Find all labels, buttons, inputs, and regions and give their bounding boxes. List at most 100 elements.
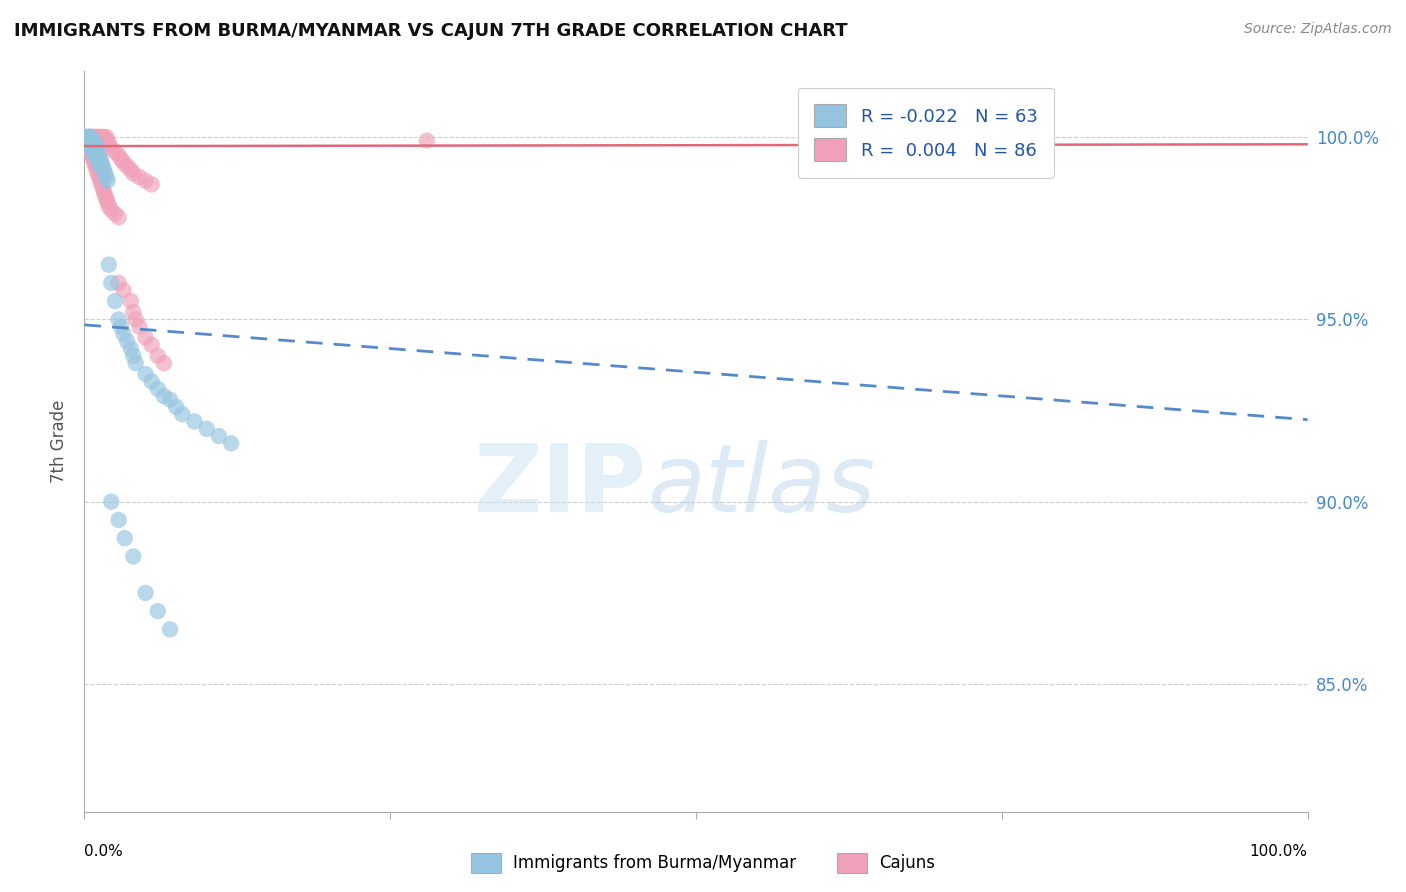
Point (153, 389, 176, 403)
Point (77, 130, 100, 145)
Point (77, 134, 100, 148)
Point (183, 415, 205, 429)
Point (91, 159, 114, 173)
Point (165, 400, 187, 414)
Point (97, 199, 120, 213)
Point (86, 148, 108, 162)
Point (76, 134, 98, 148)
Point (87, 130, 110, 145)
Point (77, 137, 100, 152)
Point (79, 137, 101, 152)
Point (100, 202, 122, 217)
Text: atlas: atlas (647, 441, 876, 532)
Point (125, 312, 148, 326)
Point (122, 549, 145, 564)
Point (120, 342, 142, 356)
Point (76, 134, 98, 148)
Point (97, 195, 120, 210)
Point (120, 162, 142, 177)
Legend: Immigrants from Burma/Myanmar, Cajuns: Immigrants from Burma/Myanmar, Cajuns (464, 847, 942, 880)
Point (159, 392, 181, 407)
Point (79, 145, 101, 159)
Point (104, 294, 127, 309)
Point (86, 134, 108, 148)
Point (83, 148, 105, 162)
Text: IMMIGRANTS FROM BURMA/MYANMAR VS CAJUN 7TH GRADE CORRELATION CHART: IMMIGRANTS FROM BURMA/MYANMAR VS CAJUN 7… (14, 22, 848, 40)
Point (112, 155, 135, 169)
Point (96, 192, 118, 206)
Point (115, 159, 138, 173)
Point (80, 141, 103, 155)
Point (90, 155, 112, 169)
Point (416, 134, 439, 148)
Point (86, 162, 108, 177)
Point (77, 134, 100, 148)
Point (77, 141, 100, 155)
Point (80, 148, 103, 162)
Point (91, 134, 114, 148)
Point (82, 152, 104, 166)
Point (82, 134, 104, 148)
Point (122, 349, 145, 363)
Point (159, 623, 181, 637)
Point (79, 134, 101, 148)
Point (89, 152, 111, 166)
Point (94, 188, 117, 202)
Point (77, 134, 100, 148)
Point (76, 134, 98, 148)
Point (79, 134, 101, 148)
Point (84, 134, 107, 148)
Point (122, 166, 145, 180)
Point (208, 429, 231, 443)
Point (80, 137, 103, 152)
Point (79, 130, 101, 145)
Text: Source: ZipAtlas.com: Source: ZipAtlas.com (1244, 22, 1392, 37)
Point (83, 134, 105, 148)
Point (89, 134, 111, 148)
Point (82, 145, 104, 159)
Point (80, 134, 103, 148)
Point (114, 531, 136, 545)
Point (87, 170, 110, 185)
Point (77, 137, 100, 152)
Point (87, 134, 110, 148)
Point (79, 130, 101, 145)
Point (82, 137, 104, 152)
Point (94, 134, 117, 148)
Point (135, 586, 157, 600)
Point (80, 134, 103, 148)
Point (146, 382, 169, 396)
Legend: R = -0.022   N = 63, R =  0.004   N = 86: R = -0.022 N = 63, R = 0.004 N = 86 (797, 87, 1054, 178)
Point (79, 137, 101, 152)
Point (135, 367, 157, 381)
Point (146, 604, 169, 618)
Point (128, 170, 150, 185)
Point (83, 141, 105, 155)
Point (153, 356, 176, 370)
Point (100, 141, 122, 155)
Point (112, 326, 135, 341)
Point (141, 338, 163, 352)
Point (93, 185, 115, 199)
Point (77, 130, 100, 145)
Point (97, 137, 120, 152)
Point (80, 130, 103, 145)
Point (82, 130, 104, 145)
Point (87, 166, 110, 180)
Point (77, 130, 100, 145)
Point (90, 178, 112, 192)
Point (77, 141, 100, 155)
Point (82, 134, 104, 148)
Point (115, 334, 138, 349)
Point (83, 134, 105, 148)
Point (75, 137, 97, 152)
Point (76, 130, 98, 145)
Point (77, 141, 100, 155)
Point (89, 174, 111, 188)
Point (100, 276, 122, 290)
Point (219, 436, 242, 450)
Point (83, 155, 105, 169)
Point (91, 181, 114, 195)
Point (93, 162, 115, 177)
Point (120, 294, 142, 309)
